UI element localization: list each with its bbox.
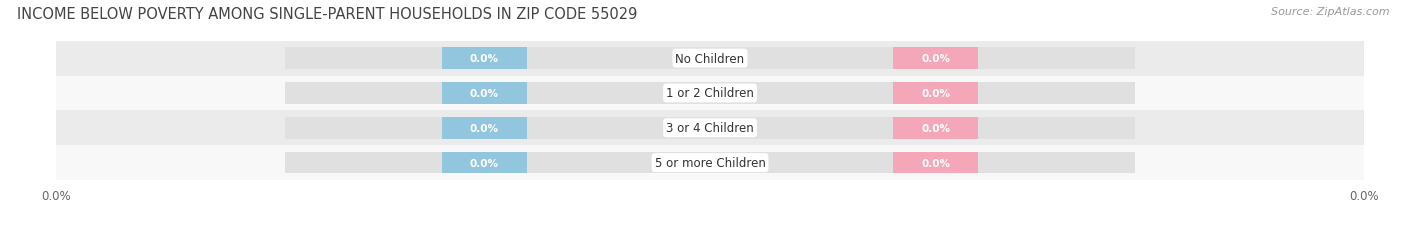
Bar (893, 152, 979, 174)
Text: 0.0%: 0.0% (921, 123, 950, 133)
Bar (893, 83, 979, 104)
Bar (56, 42, 1364, 76)
Text: 0.0%: 0.0% (470, 88, 499, 99)
Text: 0.0%: 0.0% (470, 54, 499, 64)
Bar (893, 48, 979, 70)
Text: 0.0%: 0.0% (470, 158, 499, 168)
Text: 3 or 4 Children: 3 or 4 Children (666, 122, 754, 135)
Text: 1 or 2 Children: 1 or 2 Children (666, 87, 754, 100)
Bar (56, 111, 1364, 146)
Text: 0.0%: 0.0% (921, 88, 950, 99)
Bar (893, 118, 979, 139)
Bar (285, 48, 1135, 70)
Text: No Children: No Children (675, 52, 745, 65)
Text: Source: ZipAtlas.com: Source: ZipAtlas.com (1271, 7, 1389, 17)
Bar (441, 152, 527, 174)
Text: 0.0%: 0.0% (470, 123, 499, 133)
Bar (285, 83, 1135, 104)
Text: 5 or more Children: 5 or more Children (655, 156, 765, 169)
Bar (441, 83, 527, 104)
Text: 0.0%: 0.0% (921, 54, 950, 64)
Bar (285, 152, 1135, 174)
Text: 0.0%: 0.0% (921, 158, 950, 168)
Text: INCOME BELOW POVERTY AMONG SINGLE-PARENT HOUSEHOLDS IN ZIP CODE 55029: INCOME BELOW POVERTY AMONG SINGLE-PARENT… (17, 7, 637, 22)
Bar (56, 146, 1364, 180)
Bar (441, 48, 527, 70)
Bar (441, 118, 527, 139)
Bar (285, 118, 1135, 139)
Bar (56, 76, 1364, 111)
